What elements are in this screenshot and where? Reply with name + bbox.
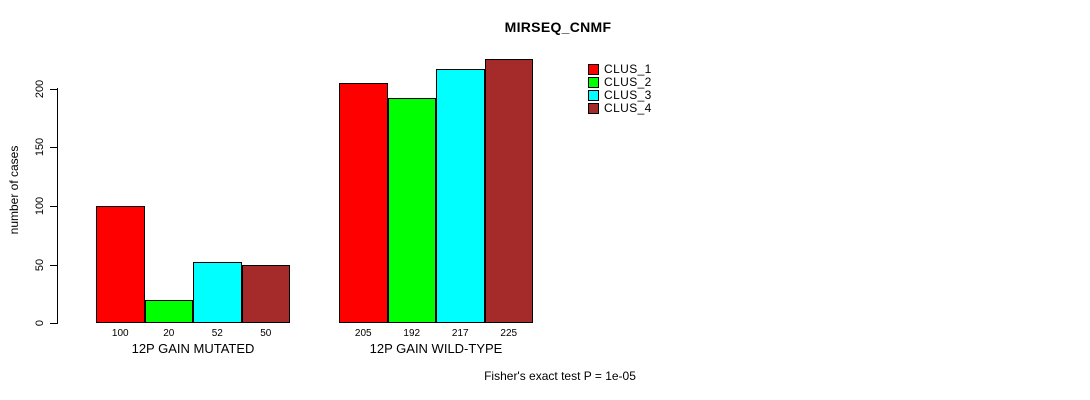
bar-value-label: 225 [500,328,518,339]
bar-value-label: 100 [111,328,129,339]
legend-label: CLUS_2 [604,75,652,89]
bar-clus_4-group2 [484,59,533,324]
y-axis-tick [50,88,57,90]
legend-label: CLUS_1 [604,62,652,76]
x-category-label: 12P GAIN WILD-TYPE [369,341,503,356]
bar-value-label: 205 [354,328,372,339]
y-axis-tick [50,323,57,325]
bar-clus_3-group2 [436,68,485,324]
legend-label: CLUS_3 [604,88,652,102]
bar-clus_2-group2 [387,98,436,324]
y-axis-tick-label: 200 [34,79,46,98]
y-axis-tick-label: 150 [34,138,46,157]
bar-value-label: 50 [260,328,272,339]
bar-value-label: 192 [403,328,421,339]
y-axis-tick [50,205,57,207]
bar-clus_3-group1 [193,262,242,324]
legend-swatch-clus_1 [588,64,599,75]
y-axis-tick-label: 0 [34,320,46,327]
y-axis-tick-label: 50 [34,258,46,271]
bar-clus_4-group1 [241,264,290,324]
bar-value-label: 52 [211,328,223,339]
bar-clus_2-group1 [144,299,193,324]
legend-label: CLUS_4 [604,101,652,115]
y-axis-line [57,88,58,324]
bar-value-label: 20 [163,328,175,339]
y-axis-title: number of cases [7,145,21,235]
bar-clus_1-group2 [339,82,388,324]
bar-value-label: 217 [451,328,469,339]
fisher-test-annotation: Fisher's exact test P = 1e-05 [484,369,636,383]
y-axis-tick [50,264,57,266]
legend-swatch-clus_2 [588,77,599,88]
chart-title: MIRSEQ_CNMF [504,19,612,35]
legend-swatch-clus_4 [588,103,599,114]
bar-clus_1-group1 [96,205,145,324]
legend-swatch-clus_3 [588,90,599,101]
y-axis-tick-label: 100 [34,196,46,216]
y-axis-tick [50,147,57,149]
x-category-label: 12P GAIN MUTATED [131,341,255,356]
